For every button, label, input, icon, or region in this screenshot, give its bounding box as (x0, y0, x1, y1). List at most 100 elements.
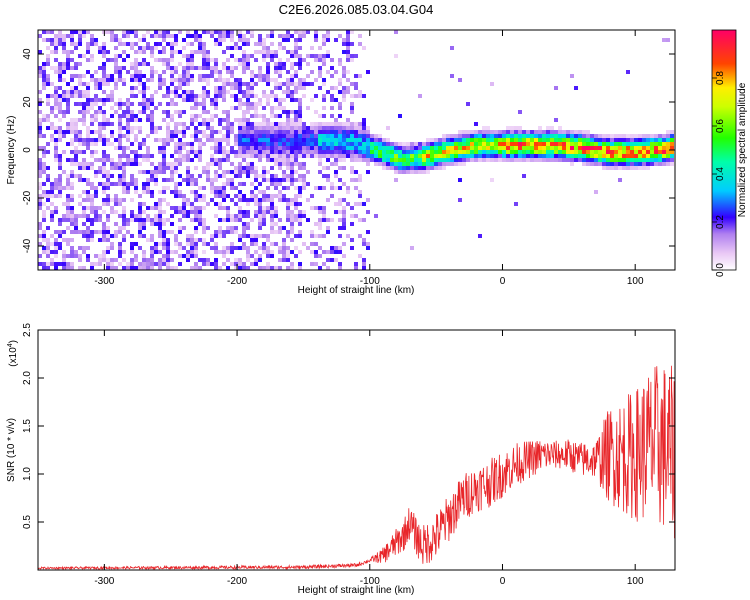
spectrogram-cell (182, 178, 186, 182)
spectrogram-cell (166, 58, 170, 62)
spectrogram-cell (258, 226, 262, 230)
spectrogram-cell (410, 162, 414, 166)
spectrogram-cell (38, 226, 42, 230)
spectrogram-cell (66, 254, 70, 258)
spectrogram-cell (274, 182, 278, 186)
spectrogram-cell (594, 134, 598, 138)
spectrogram-cell (162, 258, 166, 262)
spectrogram-cell (90, 150, 94, 154)
spectrogram-cell (326, 150, 330, 154)
spectrogram-cell (238, 258, 242, 262)
spectrogram-cell (202, 230, 206, 234)
spectrogram-cell (82, 198, 86, 202)
spectrogram-cell (158, 210, 162, 214)
spectrogram-cell (178, 162, 182, 166)
spectrogram-cell (150, 178, 154, 182)
spectrogram-cell (554, 86, 558, 90)
spectrogram-cell (182, 142, 186, 146)
spectrogram-cell (114, 70, 118, 74)
spectrogram-cell (302, 94, 306, 98)
spectrogram-cell (190, 78, 194, 82)
spectrogram-cell (546, 134, 550, 138)
spectrogram-cell (506, 158, 510, 162)
spectrogram-cell (162, 62, 166, 66)
spectrogram-cell (294, 122, 298, 126)
spectrogram-cell (402, 158, 406, 162)
spectrogram-cell (422, 154, 426, 158)
spectrogram-cell (330, 74, 334, 78)
spectrogram-cell (282, 82, 286, 86)
spectrogram-cell (222, 94, 226, 98)
spectrogram-cell (194, 182, 198, 186)
spectrogram-cell (198, 34, 202, 38)
spectrogram-cell (102, 162, 106, 166)
spectrogram-cell (266, 54, 270, 58)
spectrogram-cell (246, 198, 250, 202)
spectrogram-cell (318, 170, 322, 174)
spectrogram-cell (282, 46, 286, 50)
spectrogram-cell (542, 142, 546, 146)
spectrogram-cell (282, 246, 286, 250)
spectrogram-cell (330, 246, 334, 250)
spectrogram-cell (138, 266, 142, 270)
spectrogram-cell (238, 106, 242, 110)
spectrogram-cell (194, 210, 198, 214)
spectrogram-cell (186, 210, 190, 214)
spectrogram-cell (146, 154, 150, 158)
spectrogram-cell (202, 242, 206, 246)
spectrogram-cell (142, 74, 146, 78)
spectrogram-cell (242, 170, 246, 174)
spectrogram-cell (382, 158, 386, 162)
spectrogram-cell (418, 94, 422, 98)
spectrogram-cell (298, 174, 302, 178)
spectrogram-cell (78, 102, 82, 106)
spectrogram-cell (218, 142, 222, 146)
spectrogram-cell (630, 158, 634, 162)
spectrogram-cell (98, 166, 102, 170)
spectrogram-cell (318, 122, 322, 126)
spectrogram-cell (94, 86, 98, 90)
spectrogram-cell (650, 134, 654, 138)
spectrogram-cell (106, 182, 110, 186)
spectrogram-cell (134, 214, 138, 218)
spectrogram-cell (298, 266, 302, 270)
spectrogram-cell (158, 42, 162, 46)
spectrogram-cell (154, 58, 158, 62)
spectrogram-cell (362, 262, 366, 266)
spectrogram-cell (198, 102, 202, 106)
spectrogram-cell (298, 178, 302, 182)
spectrogram-cell (458, 134, 462, 138)
spectrogram-cell (294, 218, 298, 222)
spectrogram-cell (154, 42, 158, 46)
spectrogram-cell (374, 134, 378, 138)
spectrogram-cell (534, 134, 538, 138)
spectrogram-cell (110, 122, 114, 126)
spectrogram-cell (290, 182, 294, 186)
spectrogram-cell (418, 146, 422, 150)
spectrogram-cell (126, 162, 130, 166)
spectrogram-cell (286, 122, 290, 126)
spectrogram-cell (134, 30, 138, 34)
spectrogram-cell (294, 30, 298, 34)
spectrogram-cell (226, 250, 230, 254)
spectrogram-cell (274, 162, 278, 166)
spectrogram-cell (270, 158, 274, 162)
spectrogram-cell (658, 158, 662, 162)
spectrogram-cell (554, 150, 558, 154)
spectrogram-cell (62, 62, 66, 66)
spectrogram-cell (218, 34, 222, 38)
spectrogram-cell (126, 154, 130, 158)
spectrogram-cell (250, 78, 254, 82)
spectrogram-cell (578, 138, 582, 142)
spectrogram-cell (470, 130, 474, 134)
spectrogram-cell (166, 122, 170, 126)
spectrogram-cell (602, 158, 606, 162)
spectrogram-cell (338, 138, 342, 142)
spectrogram-cell (282, 146, 286, 150)
spectrogram-cell (190, 234, 194, 238)
spectrogram-cell (450, 158, 454, 162)
spectrogram-cell (258, 78, 262, 82)
spectrogram-cell (458, 142, 462, 146)
spectrogram-cell (366, 158, 370, 162)
spectrogram-cell (66, 50, 70, 54)
